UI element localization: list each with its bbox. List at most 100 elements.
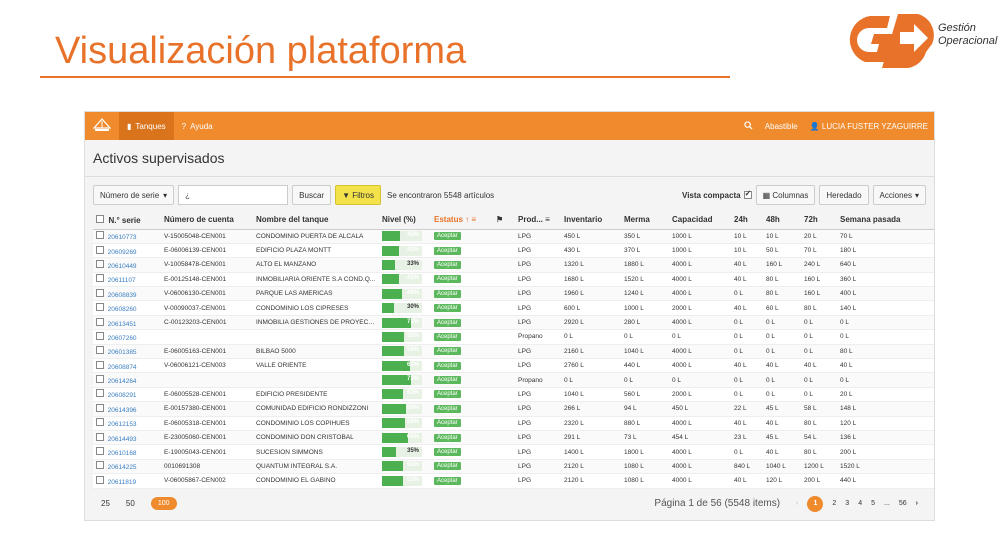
col-header-48h[interactable]: 48h [763, 211, 801, 230]
status-badge[interactable]: Aceptar [434, 289, 461, 298]
status-badge[interactable]: Aceptar [434, 275, 461, 284]
status-badge[interactable]: Aceptar [434, 433, 461, 442]
table-row[interactable]: 20613451 C-00123203-CEN001 INMOBILIA GESTI… [93, 315, 934, 331]
row-checkbox[interactable] [96, 447, 104, 456]
nav-ayuda[interactable]: ? Ayuda [174, 112, 221, 140]
row-checkbox[interactable] [96, 375, 104, 384]
page-size-option[interactable]: 25 [101, 499, 110, 509]
page-size-option[interactable]: 50 [125, 499, 135, 509]
row-checkbox[interactable] [96, 274, 104, 283]
select-all-checkbox[interactable] [96, 214, 104, 223]
page-number[interactable]: 4 [858, 500, 863, 508]
search-icon[interactable] [744, 120, 753, 132]
serial-link[interactable]: 20611107 [93, 272, 161, 288]
row-checkbox[interactable] [96, 303, 104, 312]
table-row[interactable]: 20614493 E-23005060-CEN001 CONDOMINIO DON … [93, 430, 934, 446]
table-row[interactable]: 20608291 E-06005528-CEN001 EDIFICIO PRESID… [93, 387, 934, 403]
serial-link[interactable]: 20614225 [93, 459, 161, 475]
inherited-button[interactable]: Heredado [819, 185, 869, 205]
serial-link[interactable]: 20608874 [93, 358, 161, 374]
status-badge[interactable]: Aceptar [434, 260, 461, 269]
col-header-nombre[interactable]: Nombre del tanque [253, 211, 379, 230]
status-badge[interactable]: Aceptar [434, 304, 461, 313]
table-row[interactable]: 20608839 V-06006130-CEN001 PARQUE LAS AMER… [93, 286, 934, 302]
status-badge[interactable]: Aceptar [434, 390, 461, 399]
page-number[interactable]: 56 [898, 500, 907, 508]
table-row[interactable]: 20609269 E-06006139-CEN001 EDIFICIO PLAZA … [93, 243, 934, 259]
col-header-merma[interactable]: Merma [621, 211, 669, 230]
status-badge[interactable]: Aceptar [434, 361, 461, 370]
status-badge[interactable]: Aceptar [434, 332, 461, 341]
status-badge[interactable]: Aceptar [434, 462, 461, 471]
row-checkbox[interactable] [96, 317, 104, 326]
status-badge[interactable]: Aceptar [434, 318, 461, 327]
col-header-flag[interactable]: ⚑ [493, 211, 515, 230]
table-row[interactable]: 20614396 E-00157380-CEN001 COMUNIDAD EDIFI… [93, 401, 934, 417]
row-checkbox[interactable] [96, 475, 104, 484]
status-badge[interactable]: Aceptar [434, 232, 461, 241]
status-badge[interactable]: Aceptar [434, 404, 461, 413]
table-row[interactable]: 20610449 V-10058478-CEN001 ALTO EL MANZANO… [93, 257, 934, 273]
next-page-icon[interactable]: › [915, 500, 918, 508]
page-size-option[interactable]: 100 [150, 497, 177, 511]
table-row[interactable]: 20612153 E-06005318-CEN001 CONDOMINIO LOS … [93, 416, 934, 431]
col-header-serie[interactable]: N.° serie [93, 211, 161, 230]
row-checkbox[interactable] [96, 346, 104, 355]
serial-link[interactable]: 20614396 [93, 401, 161, 417]
filter-icon[interactable]: ≡ [471, 215, 477, 225]
status-badge[interactable]: Aceptar [434, 476, 461, 485]
serial-link[interactable]: 20614493 [93, 430, 161, 446]
table-row[interactable]: 20610773 V-15005048-CEN001 CONDOMINIO PUER… [93, 229, 934, 244]
row-checkbox[interactable] [96, 231, 104, 240]
serial-link[interactable]: 20613451 [93, 315, 161, 331]
field-select[interactable]: Número de serie ▾ [93, 185, 175, 205]
serial-link[interactable]: 20611819 [93, 473, 161, 489]
page-number[interactable]: 1 [807, 495, 824, 512]
filter-button[interactable]: ▼ Filtros [335, 185, 381, 205]
page-number[interactable]: 2 [832, 500, 837, 508]
filter-icon[interactable]: ≡ [545, 215, 550, 225]
brand-logo[interactable] [85, 112, 119, 140]
actions-button[interactable]: Acciones ▾ [872, 185, 926, 205]
col-header-cuenta[interactable]: Número de cuenta [161, 211, 253, 230]
serial-link[interactable]: 20610449 [93, 257, 161, 273]
row-checkbox[interactable] [96, 331, 104, 340]
serial-link[interactable]: 20609269 [93, 243, 161, 259]
compact-view-checkbox[interactable] [743, 189, 752, 199]
status-badge[interactable]: Aceptar [434, 376, 461, 385]
serial-link[interactable]: 20610773 [93, 229, 161, 244]
status-badge[interactable]: Aceptar [434, 448, 461, 457]
columns-button[interactable]: ▦ Columnas [755, 185, 816, 205]
col-header-semana[interactable]: Semana pasada [837, 211, 934, 230]
company-name[interactable]: Abastible [764, 121, 798, 131]
serial-link[interactable]: 20610168 [93, 444, 161, 460]
serial-link[interactable]: 20608291 [93, 387, 161, 403]
table-row[interactable]: 20611819 V-06005867-CEN002 CONDOMINIO EL G… [93, 473, 934, 489]
user-menu[interactable]: 👤 LUCIA FUSTER YZAGUIRRE [810, 122, 928, 131]
row-checkbox[interactable] [96, 403, 104, 412]
table-row[interactable]: 20611107 E-00125148-CEN001 INMOBILIARIA OR… [93, 272, 934, 288]
col-header-producto[interactable]: Prod... ≡ [515, 211, 561, 230]
status-badge[interactable]: Aceptar [434, 347, 461, 356]
col-header-72h[interactable]: 72h [801, 211, 837, 230]
serial-link[interactable]: 20601385 [93, 344, 161, 360]
col-header-capacidad[interactable]: Capacidad [669, 211, 731, 230]
page-number[interactable]: 5 [871, 500, 876, 508]
col-header-inventario[interactable]: Inventario [561, 211, 621, 230]
table-row[interactable]: 20614225 0010691308 QUANTUM INTEGRAL S.A. 5… [93, 459, 934, 475]
status-badge[interactable]: Aceptar [434, 419, 461, 428]
col-header-24h[interactable]: 24h [731, 211, 763, 230]
sort-asc-icon[interactable]: ↑ [465, 215, 470, 225]
col-header-nivel[interactable]: Nivel (%) [379, 211, 431, 230]
search-input[interactable]: ¿ [178, 185, 289, 205]
serial-link[interactable]: 20608260 [93, 300, 161, 316]
table-row[interactable]: 20610168 E-19005043-CEN001 SUCESION SIMMON… [93, 444, 934, 460]
serial-link[interactable]: 20614264 [93, 372, 161, 388]
row-checkbox[interactable] [96, 461, 104, 470]
compact-view-toggle[interactable]: Vista compacta [682, 189, 752, 200]
row-checkbox[interactable] [96, 259, 104, 268]
row-checkbox[interactable] [96, 432, 104, 441]
status-badge[interactable]: Aceptar [434, 246, 461, 255]
